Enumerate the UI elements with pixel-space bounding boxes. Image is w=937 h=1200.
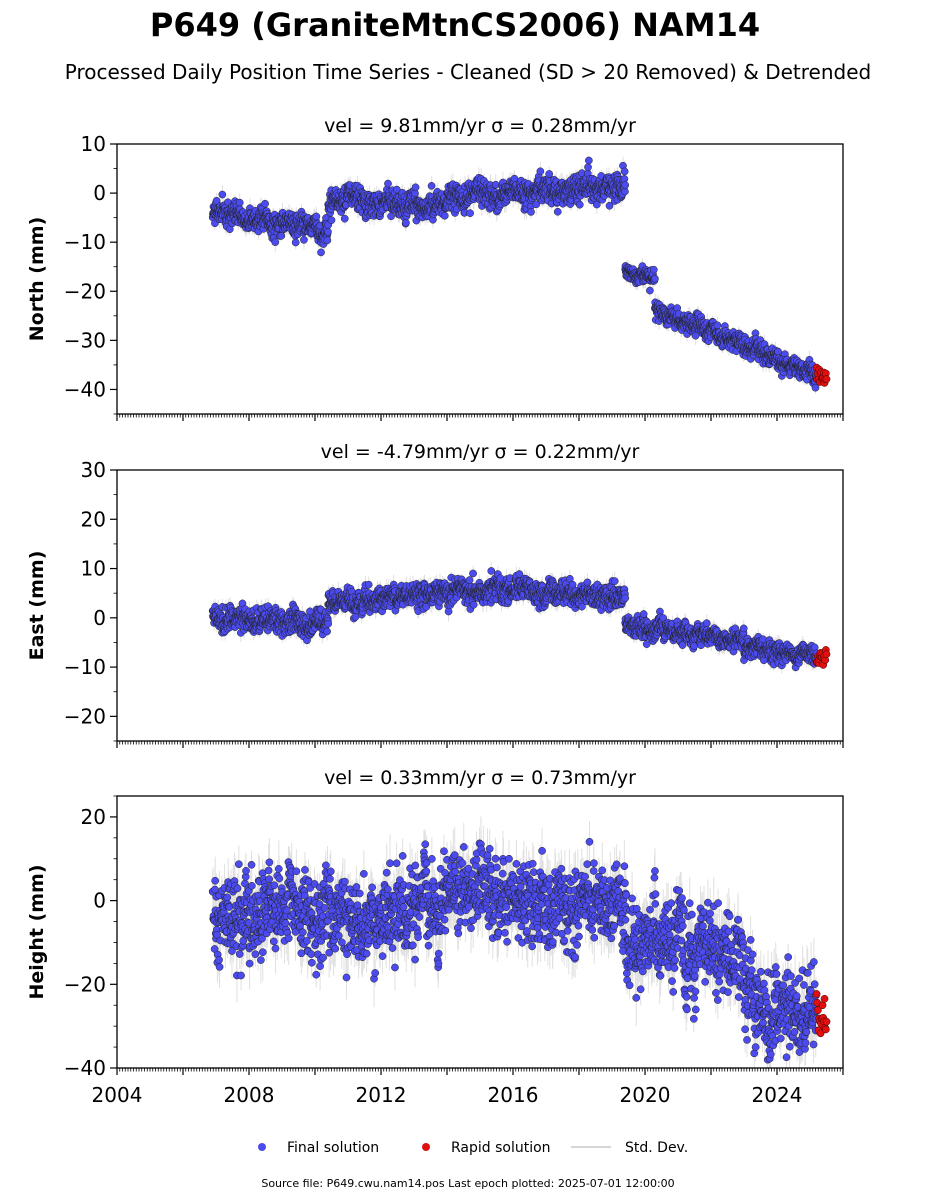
north-final-point — [271, 238, 280, 247]
north-final-point — [440, 211, 449, 220]
north-final-point — [340, 214, 349, 223]
north-final-point — [621, 187, 629, 196]
north-final-point — [312, 212, 321, 221]
north-final-point — [774, 347, 782, 356]
east-panel-title: vel = -4.79mm/yr σ = 0.22mm/yr — [321, 441, 640, 463]
north-x-ticks — [116, 414, 844, 421]
north-final-point — [605, 201, 614, 210]
north-final-point — [291, 238, 300, 247]
north-final-point — [327, 216, 336, 225]
north-final-point — [212, 196, 221, 205]
north-y-tick-label: −40 — [64, 377, 106, 401]
north-final-point — [317, 248, 325, 257]
north-final-point — [527, 208, 535, 216]
north-final-point — [323, 236, 332, 245]
north-final-point — [324, 227, 332, 236]
north-final-point — [277, 231, 286, 240]
north-final-point — [713, 321, 722, 330]
north-final-point — [235, 198, 244, 207]
north-final-point — [536, 167, 545, 176]
north-final-point — [218, 190, 227, 199]
north-panel-title: vel = 9.81mm/yr σ = 0.28mm/yr — [324, 115, 636, 137]
figure-title: P649 (GraniteMtnCS2006) NAM14 — [150, 6, 760, 44]
north-final-point — [545, 170, 554, 178]
north-final-point — [620, 167, 629, 176]
north-final-point — [584, 163, 592, 172]
north-y-tick-label: 10 — [81, 132, 106, 156]
north-final-point — [584, 156, 593, 165]
north-rapid-point — [822, 375, 831, 383]
north-y-tick-label: 0 — [93, 181, 106, 205]
north-final-point — [621, 181, 630, 189]
north-ylabel: North (mm) — [26, 217, 48, 342]
north-y-tick-label: −10 — [64, 230, 106, 254]
north-final-point — [691, 331, 700, 340]
figure-subtitle: Processed Daily Position Time Series - C… — [65, 60, 871, 84]
north-final-point — [651, 274, 659, 283]
east-ylabel: East (mm) — [26, 551, 48, 661]
north-final-point — [466, 209, 474, 218]
north-final-point — [532, 200, 541, 209]
north-final-point — [300, 236, 308, 244]
east-plot-area — [208, 562, 831, 674]
north-plot-area — [208, 155, 831, 394]
north-y-tick-label: −20 — [64, 279, 106, 303]
north-final-point — [575, 200, 584, 209]
north-final-point — [261, 199, 269, 208]
north-final-point — [649, 265, 658, 274]
north-final-point — [411, 183, 420, 192]
north-final-point — [427, 182, 436, 190]
north-y-ticks: 10 0 −10 −20 −30 −40 — [64, 132, 117, 415]
north-y-tick-label: −30 — [64, 328, 106, 352]
north-final-point — [387, 212, 395, 221]
panel-north: vel = 9.81mm/yr σ = 0.28mm/yr North (mm) 1… — [26, 115, 844, 421]
north-final-point — [402, 218, 410, 227]
north-final-point — [553, 207, 562, 216]
north-final-point — [646, 286, 654, 295]
north-final-point — [384, 179, 392, 188]
north-final-point — [592, 200, 601, 209]
north-final-point — [491, 180, 500, 189]
north-final-points — [208, 156, 821, 392]
